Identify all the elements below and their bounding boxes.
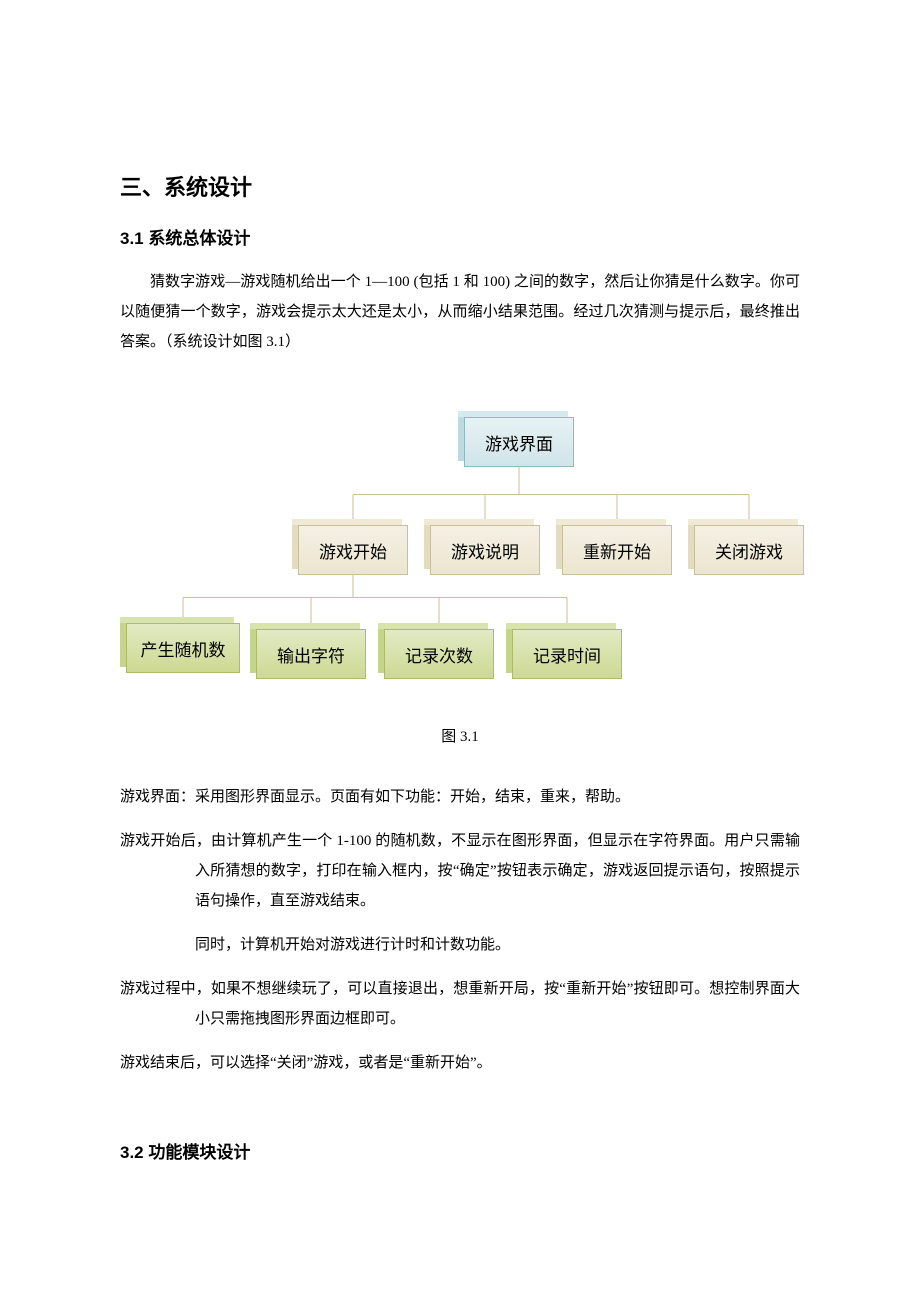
tree-node-c3: 重新开始 (556, 519, 672, 575)
heading-3-2: 3.2 功能模块设计 (120, 1138, 800, 1163)
tree-node-g4: 记录时间 (506, 623, 622, 679)
def-ui: 游戏界面：采用图形界面显示。页面有如下功能：开始，结束，重来，帮助。 (120, 782, 800, 812)
heading-3-1: 3.1 系统总体设计 (120, 224, 800, 249)
tree-node-c1: 游戏开始 (292, 519, 408, 575)
tree-node-g2: 输出字符 (250, 623, 366, 679)
tree-node-c4: 关闭游戏 (688, 519, 804, 575)
figure-3-1: 游戏界面游戏开始游戏说明重新开始关闭游戏产生随机数输出字符记录次数记录时间 图 … (120, 391, 800, 746)
tree-node-c2: 游戏说明 (424, 519, 540, 575)
definitions-block: 游戏界面：采用图形界面显示。页面有如下功能：开始，结束，重来，帮助。 游戏开始后… (120, 782, 800, 1078)
document-page: 三、系统设计 3.1 系统总体设计 猜数字游戏—游戏随机给出一个 1—100 (… (0, 0, 920, 1302)
intro-paragraph: 猜数字游戏—游戏随机给出一个 1—100 (包括 1 和 100) 之间的数字，… (120, 267, 800, 357)
tree-node-root: 游戏界面 (458, 411, 574, 467)
tree-node-g3: 记录次数 (378, 623, 494, 679)
def-start-b: 同时，计算机开始对游戏进行计时和计数功能。 (120, 930, 800, 960)
system-tree-diagram: 游戏界面游戏开始游戏说明重新开始关闭游戏产生随机数输出字符记录次数记录时间 (120, 391, 800, 711)
def-during: 游戏过程中，如果不想继续玩了，可以直接退出，想重新开局，按“重新开始”按钮即可。… (120, 974, 800, 1034)
def-start-a: 游戏开始后，由计算机产生一个 1-100 的随机数，不显示在图形界面，但显示在字… (120, 826, 800, 916)
tree-node-g1: 产生随机数 (120, 617, 240, 673)
def-end: 游戏结束后，可以选择“关闭”游戏，或者是“重新开始”。 (120, 1048, 800, 1078)
heading-level-1: 三、系统设计 (120, 170, 800, 202)
figure-caption: 图 3.1 (120, 725, 800, 746)
